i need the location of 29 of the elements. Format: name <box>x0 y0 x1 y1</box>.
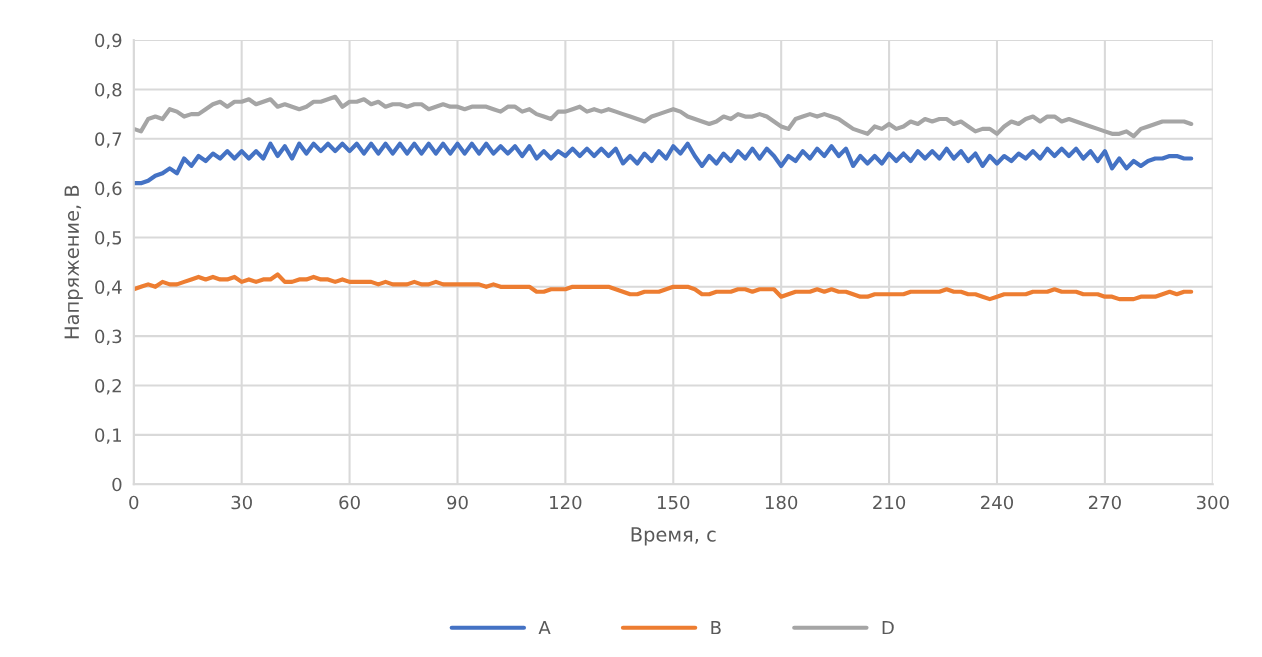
y-tick-label: 0 <box>112 477 122 492</box>
x-tick-label: 180 <box>765 495 798 510</box>
x-tick-label: 90 <box>447 495 468 510</box>
x-tick-label: 30 <box>231 495 252 510</box>
y-tick-label: 0,5 <box>95 230 122 247</box>
y-tick-label: 0,2 <box>95 378 121 395</box>
line-series <box>133 94 1194 139</box>
line-series <box>133 141 1194 186</box>
y-axis-title: Напряжение, В <box>64 185 83 339</box>
legend-label: A <box>538 620 551 635</box>
x-tick-label: 120 <box>550 495 582 510</box>
x-axis-title: Время, с <box>631 527 716 546</box>
y-tick-label: 0,7 <box>95 132 122 148</box>
y-tick-label: 0,8 <box>95 82 122 99</box>
x-tick-label: 300 <box>1196 495 1229 510</box>
legend-label: B <box>711 620 721 635</box>
x-tick-label: 240 <box>981 495 1014 510</box>
x-tick-label: 270 <box>1088 495 1121 510</box>
x-tick-label: 210 <box>873 495 906 510</box>
y-tick-label: 0,9 <box>95 33 122 50</box>
x-tick-label: 150 <box>658 495 690 510</box>
line-series <box>133 272 1194 302</box>
y-tick-label: 0,6 <box>95 181 122 198</box>
legend-label: D <box>882 620 894 635</box>
y-tick-label: 0,4 <box>95 280 122 296</box>
x-tick-label: 0 <box>129 495 139 510</box>
y-tick-label: 0,3 <box>95 329 122 346</box>
y-tick-label: 0,1 <box>95 428 121 444</box>
x-tick-label: 60 <box>339 495 360 510</box>
